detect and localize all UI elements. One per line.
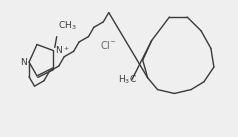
Text: N$^+$: N$^+$: [55, 45, 69, 56]
Text: N: N: [20, 58, 27, 67]
Text: CH$_3$: CH$_3$: [58, 19, 76, 32]
Text: H$_3$C: H$_3$C: [118, 74, 137, 86]
Text: Cl$^{-}$: Cl$^{-}$: [100, 39, 117, 52]
